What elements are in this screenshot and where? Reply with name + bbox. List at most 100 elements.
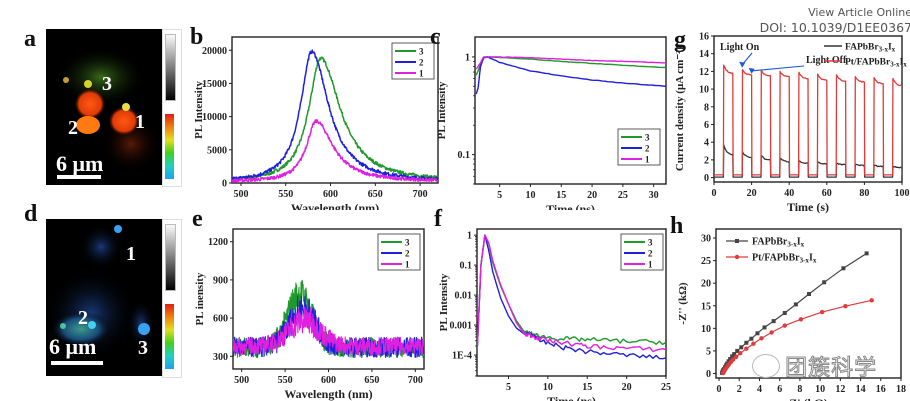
microscopy-image-a: 3 2 1 6 μm <box>46 29 162 185</box>
legend-label: Pt/FAPbBr3-xIx <box>845 58 907 69</box>
x-tick-label: 500 <box>234 375 249 386</box>
point-label-1: 1 <box>135 111 145 133</box>
y-tick-label: 8 <box>704 102 709 113</box>
legend-marker <box>735 239 739 243</box>
x-tick-label: 0 <box>717 384 722 395</box>
legend-label: 1 <box>405 260 410 270</box>
subscript: 3-x <box>890 61 900 69</box>
colorbar-gray <box>165 34 176 101</box>
plot-frame <box>231 36 439 184</box>
y-tick-label: 1E-4 <box>452 351 472 362</box>
series-line-2 <box>475 56 666 95</box>
subscript: x <box>813 257 817 265</box>
plot-area <box>720 251 874 376</box>
x-tick-label: 25 <box>661 382 671 393</box>
legend-label: 1 <box>419 69 424 79</box>
y-tick-label: 6 <box>704 120 709 131</box>
x-axis-label: Time (s) <box>787 200 829 214</box>
plot-area <box>475 56 666 95</box>
y-tick-label: 20000 <box>202 46 227 57</box>
y-tick-label: 0.001 <box>450 321 473 332</box>
data-point <box>843 304 848 309</box>
particle-1 <box>108 106 140 136</box>
x-tick-label: 15 <box>582 382 592 393</box>
bright-spot <box>138 323 150 335</box>
arrow-head <box>748 67 755 74</box>
y-tick-label: 20 <box>701 279 711 290</box>
data-point <box>749 336 754 341</box>
legend-label: 3 <box>648 238 653 248</box>
data-point <box>798 317 804 322</box>
point-label-1: 1 <box>126 243 136 265</box>
bright-spot <box>122 103 130 111</box>
x-tick-label: 6 <box>777 384 782 395</box>
series-line-2 <box>477 234 666 360</box>
bright-spot <box>88 321 96 329</box>
point-label-3: 3 <box>102 73 112 95</box>
legend: 321 <box>391 42 435 80</box>
legend-label: 2 <box>405 249 410 259</box>
y-tick-label: 0 <box>222 179 227 190</box>
data-point <box>755 331 760 336</box>
data-point <box>744 346 749 351</box>
doi-link[interactable]: DOI: 10.1039/D1EE0367 <box>759 20 910 35</box>
formula-part: FAPbBr <box>845 43 879 53</box>
legend-label: 2 <box>419 58 424 68</box>
plot-area <box>233 279 424 359</box>
data-point <box>807 292 812 297</box>
data-point <box>759 336 764 341</box>
legend-marker <box>734 254 740 260</box>
panel-label-f: f <box>434 206 443 232</box>
data-point <box>728 357 733 362</box>
x-tick-label: 40 <box>784 188 794 199</box>
bright-spot <box>114 225 122 233</box>
y-tick-label: 1200 <box>208 237 228 248</box>
data-point <box>782 310 787 315</box>
data-point <box>869 298 874 303</box>
y-tick-label: 0.1 <box>460 261 473 272</box>
point-label-2: 2 <box>68 117 78 139</box>
formula-part: FAPbBr <box>752 237 788 248</box>
view-article-link[interactable]: View Article Online <box>808 6 910 19</box>
x-tick-label: 15 <box>556 190 566 201</box>
data-point <box>734 354 739 359</box>
data-point <box>771 319 776 324</box>
x-tick-label: 20 <box>622 382 632 393</box>
legend-label: FAPbBr3-xIx <box>845 43 896 54</box>
x-tick-label: 650 <box>364 375 379 386</box>
series-line <box>714 64 902 176</box>
legend-label: 3 <box>645 133 650 143</box>
y-tick-label: 1 <box>467 231 472 242</box>
x-tick-label: 20 <box>587 190 597 201</box>
chart-f: f 5 10 15 20 25 1E-4 0.001 0.01 0.1 1 Time (ns) PL I… <box>434 206 671 401</box>
x-tick-label: 5 <box>506 382 511 393</box>
data-point <box>726 359 731 364</box>
chart-b: b 500 550 600 650 700 0 5000 10000 15000 20000 Wave… <box>190 25 439 210</box>
y-axis-label: -Z'' (kΩ) <box>677 282 689 324</box>
legend-label: FAPbBr3-xIx <box>752 237 805 249</box>
chart-g: g 0 20 40 60 80 100 0 2 4 6 8 10 12 14 16 Time (s) Curren… <box>674 27 910 214</box>
bright-spot <box>60 323 66 329</box>
x-axis-label: Wavelength (nm) <box>291 201 379 210</box>
x-axis-label: Time (ns) <box>546 202 595 210</box>
x-tick-label: 700 <box>413 189 428 200</box>
x-tick-label: 10 <box>815 384 825 395</box>
panel-label-a: a <box>24 26 36 52</box>
legend: FAPbBr3-xIx Pt/FAPbBr3-xIx <box>824 43 907 69</box>
point-label-2: 2 <box>78 307 88 329</box>
y-tick-label: 14 <box>699 49 709 60</box>
panel-label-h: h <box>670 213 683 239</box>
data-point <box>732 352 737 357</box>
annotation-arrow <box>751 65 805 72</box>
particle-2 <box>76 116 100 134</box>
watermark: 团簇科学 <box>752 350 877 382</box>
y-axis-label: PL Intensity <box>193 81 205 139</box>
formula-part: Pt/FAPbBr <box>845 58 891 68</box>
data-point <box>841 266 846 271</box>
x-tick-label: 10 <box>543 382 553 393</box>
x-tick-label: 2 <box>737 384 742 395</box>
particle-3 <box>74 88 106 120</box>
subscript: 3-x <box>787 241 797 249</box>
